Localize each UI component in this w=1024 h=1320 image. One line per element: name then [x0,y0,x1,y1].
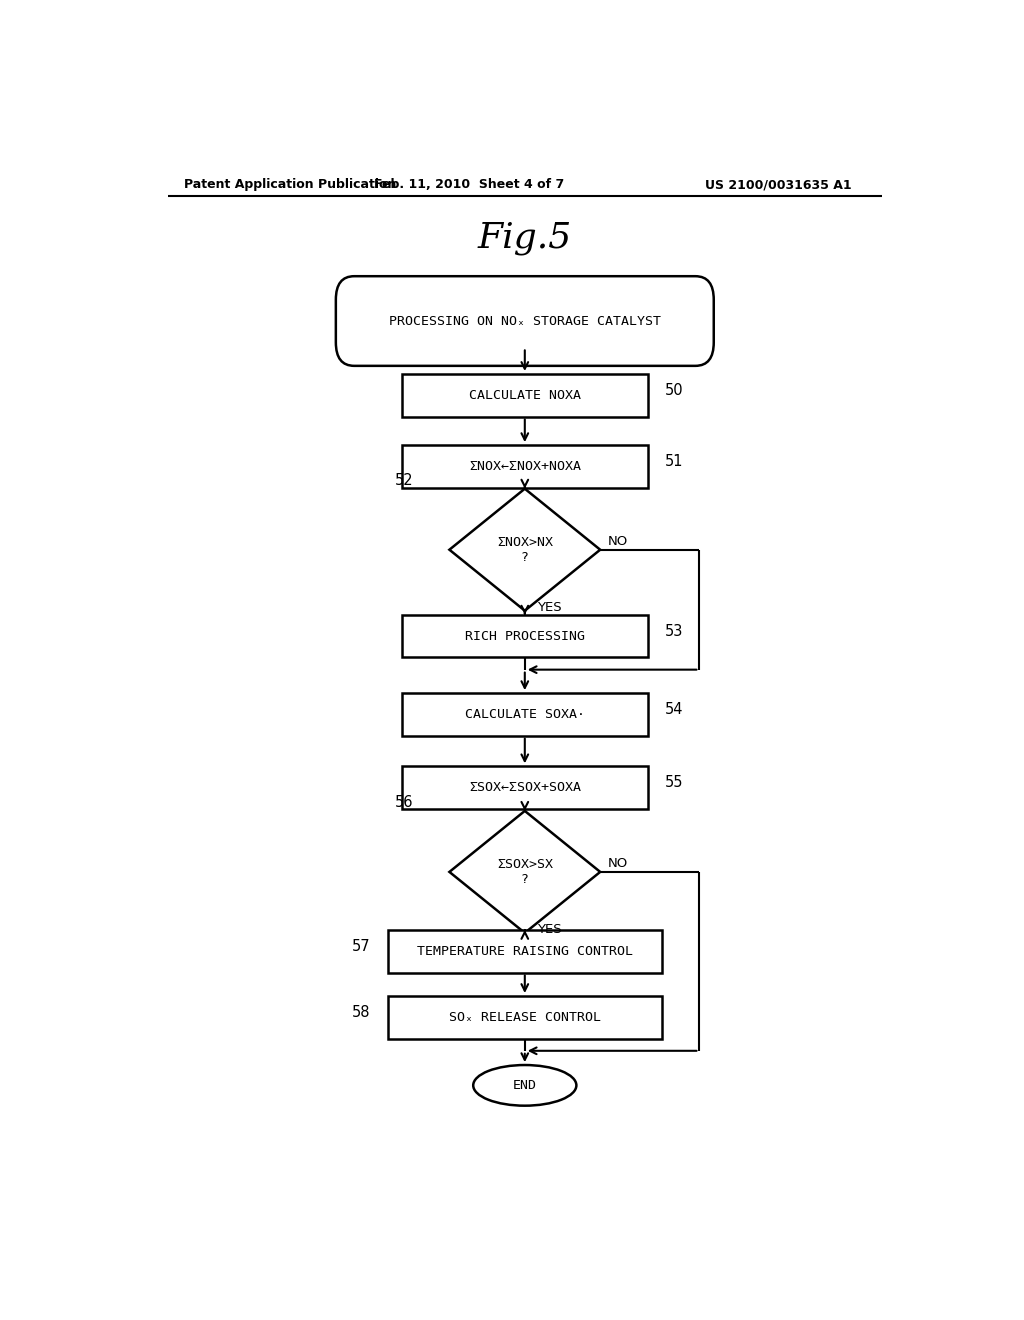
Bar [388,995,662,1039]
Text: Fig.5: Fig.5 [477,220,572,255]
Text: YES: YES [537,601,561,614]
Text: NO: NO [608,535,629,548]
Text: PROCESSING ON NOₓ STORAGE CATALYST: PROCESSING ON NOₓ STORAGE CATALYST [389,314,660,327]
Text: SOₓ RELEASE CONTROL: SOₓ RELEASE CONTROL [449,1011,601,1024]
Text: 56: 56 [395,795,414,810]
Text: Patent Application Publication: Patent Application Publication [183,178,396,191]
Text: 51: 51 [666,454,684,469]
Bar [401,766,648,809]
Text: ΣSOX>SX
?: ΣSOX>SX ? [497,858,553,886]
Text: 57: 57 [352,939,371,953]
Text: 53: 53 [666,623,684,639]
Text: 55: 55 [666,775,684,789]
Text: RICH PROCESSING: RICH PROCESSING [465,630,585,643]
Bar [401,615,648,657]
FancyBboxPatch shape [336,276,714,366]
Bar [401,374,648,417]
Text: CALCULATE NOXA: CALCULATE NOXA [469,388,581,401]
Text: YES: YES [537,923,561,936]
Text: NO: NO [608,857,629,870]
Ellipse shape [473,1065,577,1106]
Bar [401,693,648,735]
Bar [388,929,662,973]
Text: ΣNOX←ΣNOX+NOXA: ΣNOX←ΣNOX+NOXA [469,459,581,473]
Bar [401,445,648,487]
Text: ΣSOX←ΣSOX+SOXA: ΣSOX←ΣSOX+SOXA [469,781,581,795]
Text: US 2100/0031635 A1: US 2100/0031635 A1 [706,178,852,191]
Text: Feb. 11, 2010  Sheet 4 of 7: Feb. 11, 2010 Sheet 4 of 7 [374,178,564,191]
Polygon shape [450,810,600,933]
Text: ΣNOX>NX
?: ΣNOX>NX ? [497,536,553,564]
Text: 50: 50 [666,383,684,397]
Text: 52: 52 [395,473,414,488]
Text: END: END [513,1078,537,1092]
Text: 58: 58 [352,1005,371,1019]
Text: 54: 54 [666,702,684,717]
Text: TEMPERATURE RAISING CONTROL: TEMPERATURE RAISING CONTROL [417,945,633,958]
Polygon shape [450,488,600,611]
Text: CALCULATE SOXA·: CALCULATE SOXA· [465,708,585,721]
